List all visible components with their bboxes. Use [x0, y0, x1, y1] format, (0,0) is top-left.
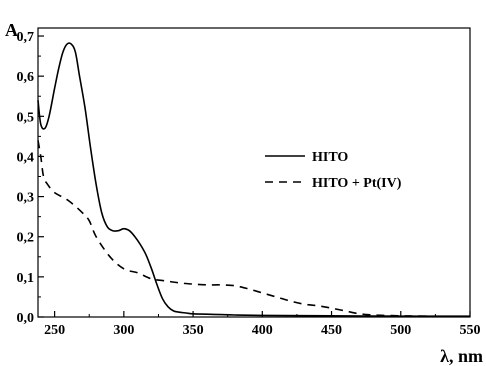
legend-label-hito-pt: HITO + Pt(IV) [312, 176, 402, 191]
x-tick-label: 500 [390, 323, 411, 338]
y-tick-label: 0,4 [17, 150, 35, 165]
y-tick-label: 0,0 [17, 311, 35, 326]
plot-area [37, 27, 471, 318]
x-tick-label: 350 [183, 323, 204, 338]
legend-label-hito: HITO [312, 150, 348, 165]
x-axis-title: λ, nm [440, 346, 483, 366]
y-axis-title: A [5, 20, 18, 40]
x-tick-label: 300 [113, 323, 134, 338]
x-tick-label: 250 [44, 323, 65, 338]
y-tick-label: 0,7 [17, 30, 35, 45]
y-axis: 0,0 0,1 0,2 0,3 0,4 0,5 0,6 0,7 [17, 30, 44, 326]
x-tick-label: 450 [321, 323, 342, 338]
x-tick-label: 400 [252, 323, 273, 338]
series-line-hito [37, 42, 471, 318]
legend: HITO HITO + Pt(IV) [265, 150, 402, 191]
y-tick-label: 0,2 [17, 231, 35, 246]
y-tick-label: 0,6 [17, 70, 35, 85]
plot-frame [37, 27, 471, 318]
series-line-hito-pt [37, 140, 471, 318]
x-tick-label: 550 [460, 323, 481, 338]
y-tick-label: 0,5 [17, 110, 35, 125]
y-tick-label: 0,3 [17, 191, 35, 206]
y-tick-label: 0,1 [17, 271, 35, 286]
series-layer [37, 42, 471, 318]
